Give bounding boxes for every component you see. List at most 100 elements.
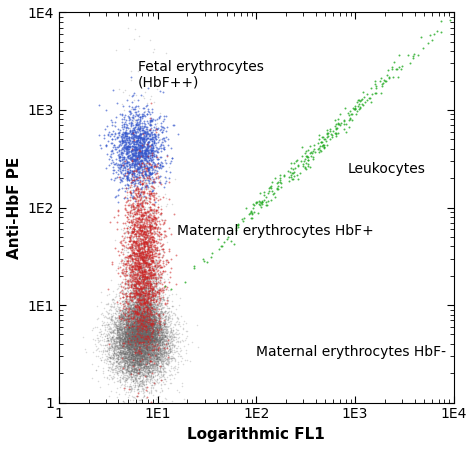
Point (134, 124, 142, 132)
Point (131, 245, 139, 252)
Point (125, 280, 132, 287)
Point (145, 334, 152, 341)
Point (130, 333, 138, 340)
Point (134, 351, 142, 358)
Point (144, 194, 152, 201)
Point (132, 324, 139, 331)
Point (121, 315, 129, 322)
Point (127, 355, 134, 362)
Point (144, 286, 151, 293)
Point (307, 142, 314, 149)
Point (145, 334, 153, 341)
Point (146, 267, 153, 274)
Point (156, 388, 164, 396)
Point (134, 340, 141, 347)
Point (150, 342, 158, 349)
Point (148, 379, 156, 386)
Point (138, 331, 146, 339)
Point (153, 341, 161, 348)
Point (158, 346, 166, 353)
Point (145, 261, 153, 269)
Point (115, 362, 123, 370)
Point (124, 339, 131, 346)
Point (111, 161, 119, 168)
Point (118, 329, 126, 336)
Point (160, 303, 168, 310)
Point (141, 308, 148, 315)
Point (145, 351, 152, 358)
Point (174, 363, 182, 370)
Point (128, 341, 136, 348)
Point (93, 323, 100, 330)
Point (112, 342, 120, 349)
Point (157, 358, 165, 365)
Point (146, 335, 154, 342)
Point (133, 330, 140, 338)
Point (133, 159, 141, 167)
Point (136, 251, 143, 258)
Point (135, 362, 142, 369)
Point (163, 360, 170, 367)
Point (159, 397, 166, 404)
Point (126, 244, 134, 251)
Point (116, 155, 123, 162)
Point (149, 348, 156, 356)
Point (136, 329, 143, 336)
Point (126, 295, 133, 302)
Point (146, 334, 153, 341)
Point (126, 307, 133, 314)
Point (135, 138, 143, 145)
Point (124, 297, 131, 304)
Point (134, 164, 142, 171)
Point (118, 339, 126, 347)
Point (364, 90, 371, 97)
Point (135, 383, 142, 390)
Point (135, 325, 142, 332)
Point (138, 294, 146, 301)
Point (137, 142, 144, 149)
Point (136, 245, 144, 252)
Point (128, 354, 135, 361)
Point (145, 288, 152, 295)
Point (123, 277, 131, 284)
Point (142, 371, 150, 379)
Point (113, 338, 121, 345)
Point (155, 131, 163, 138)
Point (157, 279, 165, 286)
Point (132, 327, 140, 335)
Point (128, 262, 136, 269)
Point (168, 342, 176, 349)
Point (126, 331, 133, 339)
Point (153, 317, 160, 324)
Point (124, 351, 132, 358)
Point (146, 322, 154, 330)
Point (145, 301, 153, 308)
Point (116, 263, 123, 270)
Point (137, 322, 144, 329)
Point (128, 350, 136, 357)
Point (142, 342, 149, 349)
Point (123, 357, 130, 365)
Point (137, 365, 145, 373)
Point (135, 310, 142, 317)
Point (143, 393, 150, 400)
Point (148, 325, 156, 332)
Point (149, 327, 156, 334)
Point (208, 250, 216, 257)
Point (126, 373, 133, 380)
Point (119, 313, 127, 320)
Point (141, 315, 149, 322)
Point (130, 250, 138, 257)
Point (164, 342, 171, 349)
Point (139, 313, 147, 320)
Point (121, 260, 129, 268)
Point (159, 347, 167, 354)
Point (147, 303, 155, 310)
Point (150, 202, 158, 209)
Point (135, 289, 143, 296)
Point (123, 348, 131, 355)
Point (141, 278, 148, 285)
Point (140, 367, 147, 374)
Point (135, 351, 142, 358)
Point (155, 325, 163, 332)
